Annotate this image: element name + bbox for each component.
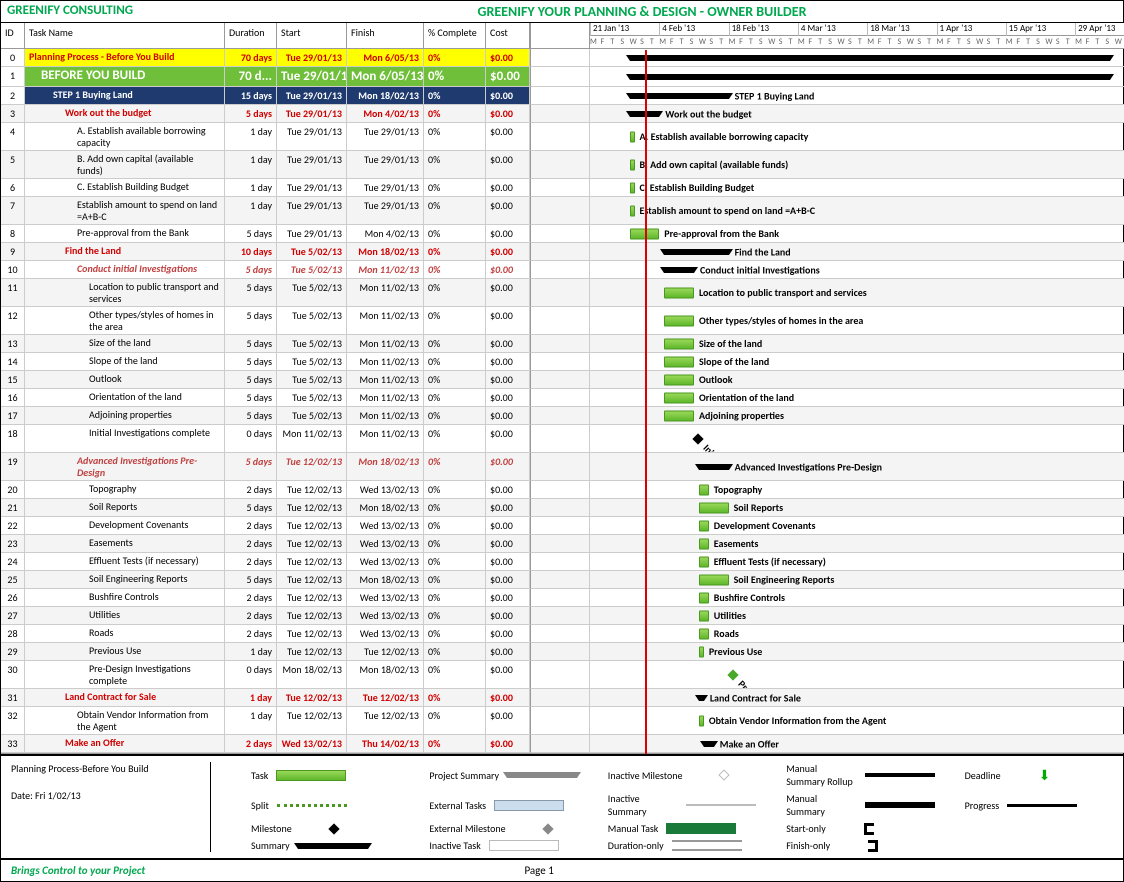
gantt-bar[interactable] bbox=[630, 74, 1110, 80]
gantt-bar[interactable]: B. Add own capital (available funds) bbox=[630, 159, 635, 170]
gantt-bar[interactable]: A. Establish available borrowing capacit… bbox=[630, 131, 635, 142]
gantt-bar[interactable]: Outlook bbox=[664, 374, 694, 385]
gantt-bar[interactable]: Easements bbox=[699, 538, 709, 549]
legend-item: Inactive Summary bbox=[608, 792, 756, 818]
gantt-bar[interactable]: Soil Reports bbox=[699, 502, 729, 513]
legend-item: Manual Summary Rollup bbox=[786, 762, 934, 788]
report-title: GREENIFY YOUR PLANNING & DESIGN - OWNER … bbox=[247, 3, 1117, 20]
legend-item: Manual Task bbox=[608, 822, 756, 835]
col-header[interactable]: Start bbox=[277, 23, 347, 49]
gantt-bar[interactable]: Pre-approval from the Bank bbox=[630, 228, 660, 239]
gantt-bar[interactable]: Land Contract for Sale bbox=[699, 695, 704, 701]
page: GREENIFY CONSULTING GREENIFY YOUR PLANNI… bbox=[0, 0, 1124, 882]
gantt-bar[interactable]: C. Establish Building Budget bbox=[630, 182, 635, 193]
legend-item: Start-only bbox=[786, 822, 934, 835]
gantt-bar[interactable]: Bushfire Controls bbox=[699, 592, 709, 603]
col-header[interactable]: % Complete bbox=[424, 23, 486, 49]
legend-item: Task bbox=[251, 762, 399, 788]
legend-item: Finish-only bbox=[786, 839, 934, 852]
gantt-milestone[interactable]: Initial Investigations complete bbox=[692, 433, 703, 444]
gantt-bar[interactable]: Topography bbox=[699, 484, 709, 495]
gantt-bar[interactable]: Adjoining properties bbox=[664, 410, 694, 421]
gantt-bar[interactable]: Development Covenants bbox=[699, 520, 709, 531]
legend-item: Progress bbox=[965, 792, 1113, 818]
gantt-bar[interactable]: Obtain Vendor Information from the Agent bbox=[699, 715, 704, 726]
gantt-bar[interactable]: Soil Engineering Reports bbox=[699, 574, 729, 585]
gantt-bar[interactable]: Previous Use bbox=[699, 646, 704, 657]
legend-item: External Tasks bbox=[429, 792, 577, 818]
legend-item: Summary bbox=[251, 839, 399, 852]
legend-item: Split bbox=[251, 792, 399, 818]
gantt-bar[interactable]: Establish amount to spend on land =A+B-C bbox=[630, 205, 635, 216]
gantt-bar[interactable]: Size of the land bbox=[664, 338, 694, 349]
legend-right: Task Project Summary Inactive Milestone Man… bbox=[251, 762, 1113, 852]
col-header[interactable]: Task Name bbox=[25, 23, 225, 49]
legend-item: External Milestone bbox=[429, 822, 577, 835]
gantt-milestone[interactable]: Pre-Design Investigations complete bbox=[727, 669, 738, 680]
legend-project-name: Planning Process-Before You Build bbox=[11, 762, 200, 775]
legend-date: Date: Fri 1/02/13 bbox=[11, 789, 200, 802]
gantt-bar[interactable]: Orientation of the land bbox=[664, 392, 694, 403]
today-line bbox=[645, 50, 647, 754]
footer-page: Page 1 bbox=[524, 864, 553, 877]
footer-tagline: Brings Control to your Project bbox=[11, 864, 145, 877]
gantt-bar[interactable]: Make an Offer bbox=[704, 741, 714, 747]
legend-item: Duration-only bbox=[608, 839, 756, 852]
col-header[interactable]: Finish bbox=[347, 23, 424, 49]
gantt-bar[interactable]: Conduct initial Investigations bbox=[664, 267, 694, 273]
legend-item: Milestone bbox=[251, 822, 399, 835]
gantt-bar[interactable]: Advanced Investigations Pre-Design bbox=[699, 464, 729, 470]
timeline-header: 21 Jan '134 Feb '1318 Feb '134 Mar '1318… bbox=[590, 23, 1124, 49]
col-header[interactable]: ID bbox=[1, 23, 25, 49]
gantt-bar[interactable]: Other types/styles of homes in the area bbox=[664, 315, 694, 326]
legend-item: Deadline⬇ bbox=[965, 762, 1113, 788]
company-title: GREENIFY CONSULTING bbox=[7, 3, 247, 20]
gantt-bar[interactable]: Utilities bbox=[699, 610, 709, 621]
legend-item: Inactive Milestone bbox=[608, 762, 756, 788]
gantt-bar[interactable]: Roads bbox=[699, 628, 709, 639]
task-grid: IDTask NameDurationStartFinish% Complete… bbox=[1, 23, 1123, 754]
title-bar: GREENIFY CONSULTING GREENIFY YOUR PLANNI… bbox=[1, 1, 1123, 23]
gantt-bar[interactable]: Find the Land bbox=[664, 249, 728, 255]
col-header[interactable]: Cost bbox=[486, 23, 530, 49]
gantt-bar[interactable]: Work out the budget bbox=[630, 111, 660, 117]
gantt-bar[interactable]: Slope of the land bbox=[664, 356, 694, 367]
col-header[interactable]: Duration bbox=[225, 23, 277, 49]
legend-left: Planning Process-Before You Build Date: … bbox=[11, 762, 211, 852]
gantt-bar[interactable] bbox=[630, 55, 1110, 61]
gantt-bar[interactable]: STEP 1 Buying Land bbox=[630, 93, 729, 99]
gantt-bar[interactable]: Location to public transport and service… bbox=[664, 287, 694, 298]
legend-item: Project Summary bbox=[429, 762, 577, 788]
legend-item: Manual Summary bbox=[786, 792, 934, 818]
footer: Brings Control to your Project Page 1 bbox=[1, 858, 1123, 881]
legend-item: Inactive Task bbox=[429, 839, 577, 852]
gantt-bar[interactable]: Effluent Tests (if necessary) bbox=[699, 556, 709, 567]
